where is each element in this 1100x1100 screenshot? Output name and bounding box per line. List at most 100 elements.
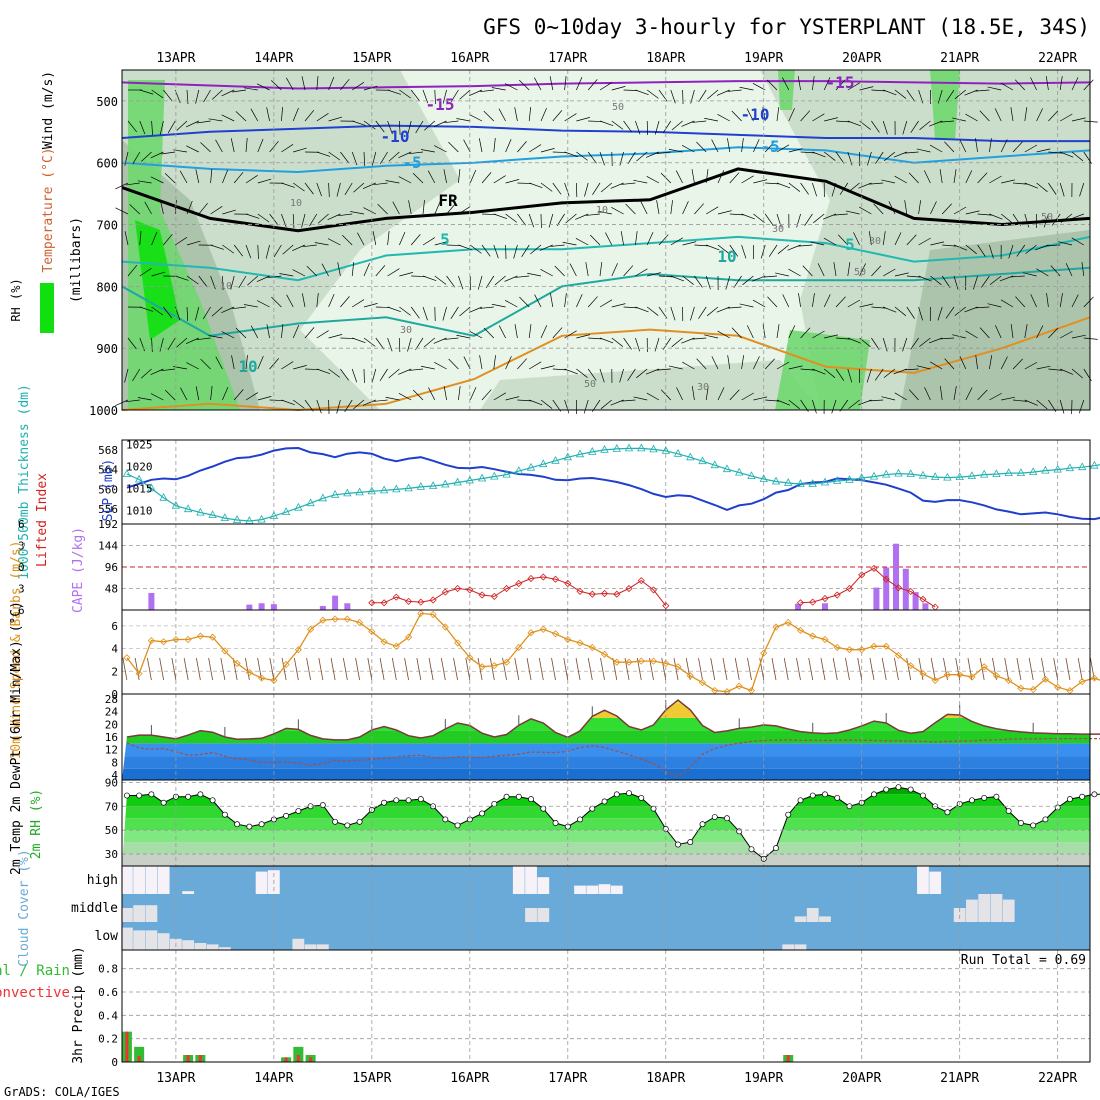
wind-speed-point <box>478 663 486 671</box>
wind-barb <box>576 151 588 161</box>
wind-barb <box>681 120 695 127</box>
li-point <box>454 584 462 593</box>
wind-barb <box>357 232 365 246</box>
wind-barb <box>979 327 990 339</box>
wind-barb <box>309 213 318 227</box>
wind-speed-point <box>233 659 241 667</box>
wind-barb <box>906 275 921 278</box>
rh-shade <box>900 230 1090 410</box>
wind-barb <box>176 120 188 131</box>
wind-barb <box>707 89 719 100</box>
cloud-cell-low <box>794 944 807 950</box>
wind-barb <box>646 306 659 316</box>
thickness-point <box>967 471 977 480</box>
wind-speed-point <box>392 642 400 650</box>
li-point <box>392 593 400 601</box>
date-label-top: 20APR <box>842 51 881 66</box>
wind-barb <box>139 89 154 95</box>
wind-barb <box>150 393 164 401</box>
rh-point <box>748 846 755 853</box>
wind-barb <box>923 170 931 184</box>
wind10m-barb <box>930 657 936 681</box>
wind-speed-point <box>564 635 572 644</box>
wind-barb <box>491 303 506 308</box>
cloud-cell-high <box>525 866 537 894</box>
thickness-point <box>306 498 315 507</box>
wind-barb <box>529 399 543 406</box>
wind-barb <box>408 200 412 215</box>
rh-point <box>319 802 326 809</box>
wind-barb <box>282 244 294 255</box>
wind-barb <box>940 386 943 401</box>
wind-barb <box>796 213 801 228</box>
wind10m-barb <box>943 657 948 681</box>
rh-shade <box>775 330 870 410</box>
wind-barb <box>257 300 270 308</box>
thickness-point <box>134 474 144 483</box>
wind-tick-label: 4 <box>111 643 118 656</box>
wind10m-axis-label: 10m Wind Speed & Barbs (m/s) <box>9 540 24 759</box>
cloud-cell-middle <box>990 894 1003 922</box>
wind-barb <box>336 399 341 414</box>
thickness-point <box>441 479 450 488</box>
precip-tick-label: 0 <box>111 1056 118 1069</box>
date-label-bottom: 18APR <box>646 1071 685 1086</box>
wind-barb <box>124 368 129 383</box>
wind-barb <box>930 361 943 370</box>
wind-barb <box>741 138 744 153</box>
thickness-point <box>551 455 560 464</box>
wind-barb <box>387 120 393 135</box>
rh-point <box>675 841 681 848</box>
wind-barb <box>221 89 235 97</box>
rh-point <box>442 816 449 823</box>
wind-barb <box>847 120 862 127</box>
wind-barb <box>399 89 411 99</box>
date-label-bottom: 14APR <box>254 1071 293 1086</box>
wind-barb <box>1024 182 1038 189</box>
wind-barb <box>257 396 272 401</box>
wind-barb <box>692 337 707 340</box>
wind-speed-point <box>466 654 474 662</box>
wind-barb <box>600 182 613 193</box>
isotherm-label: -10 <box>381 127 410 146</box>
cloud-cell-high <box>598 884 611 894</box>
wind-barb <box>944 358 955 370</box>
cloud-cell-high <box>574 885 586 894</box>
cloud-level-label: middle <box>71 901 118 916</box>
wind-barb <box>420 149 435 153</box>
wind-barb <box>981 275 990 288</box>
wind-barb <box>823 294 831 308</box>
wind-barb <box>776 324 780 339</box>
rh-band <box>122 830 1090 843</box>
wind-barb <box>848 399 860 409</box>
thickness-point <box>220 513 230 521</box>
wind-barb <box>151 120 153 135</box>
li-tick-label: 0 <box>18 561 25 574</box>
wind-barb <box>399 306 411 316</box>
wind-barb <box>583 399 589 414</box>
cloud-cell-high <box>182 891 195 894</box>
wind-barb <box>151 337 153 352</box>
wind10m-barb <box>820 657 826 681</box>
wind-barb <box>835 296 846 308</box>
wind10m-barb <box>330 657 336 681</box>
wind-barb <box>768 244 778 257</box>
li-point <box>919 595 927 603</box>
wind-barb <box>930 241 945 246</box>
thickness-tick-label: 564 <box>98 464 118 477</box>
wind-barb <box>741 355 745 370</box>
wind-barb <box>656 368 671 371</box>
wind-barb <box>635 306 649 313</box>
date-label-bottom: 16APR <box>450 1071 489 1086</box>
wind-barb <box>173 149 188 153</box>
rh-point <box>773 845 779 852</box>
wind-barb <box>798 244 813 247</box>
cloud-cell-high <box>157 866 170 894</box>
wind-barb <box>1048 151 1063 154</box>
wind-speed-point <box>270 676 278 684</box>
thickness-point <box>955 472 964 481</box>
wind-barb <box>1078 399 1085 414</box>
wind-barb <box>409 151 424 155</box>
li-point <box>551 575 560 583</box>
wind-barb <box>1024 107 1028 122</box>
